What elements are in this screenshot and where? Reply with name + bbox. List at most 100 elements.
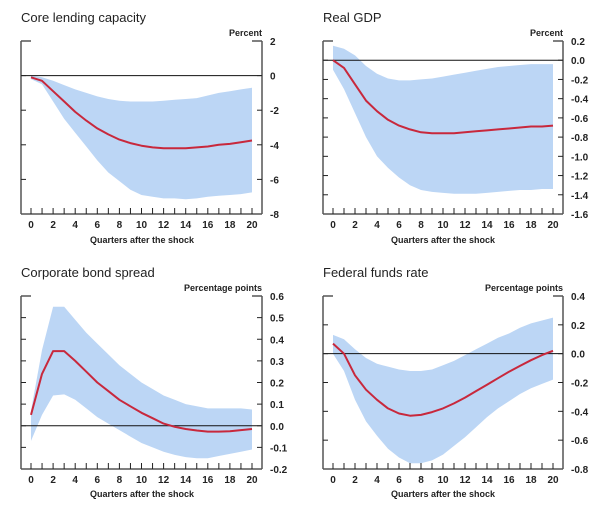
y-tick-label: 0.0 xyxy=(571,350,585,361)
confidence-band xyxy=(31,75,252,200)
y-tick-label: -1.6 xyxy=(571,210,589,221)
x-axis-label: Quarters after the shock xyxy=(90,489,195,499)
y-tick-label: -4 xyxy=(270,141,279,152)
x-tick-label: 12 xyxy=(459,475,471,486)
y-tick-label: -0.1 xyxy=(270,443,288,454)
x-tick-label: 0 xyxy=(28,475,34,486)
x-tick-label: 10 xyxy=(136,220,148,231)
y-tick-label: 0.4 xyxy=(571,292,585,303)
panel-federal-funds-rate: Federal funds rate Percentage points Qua… xyxy=(322,265,589,499)
x-tick-label: 6 xyxy=(95,220,101,231)
x-tick-label: 0 xyxy=(330,475,336,486)
x-tick-label: 2 xyxy=(50,220,56,231)
x-tick-label: 16 xyxy=(503,475,515,486)
x-tick-label: 4 xyxy=(72,475,78,486)
x-tick-label: 2 xyxy=(50,475,56,486)
x-tick-label: 8 xyxy=(117,475,123,486)
y-tick-label: 0.4 xyxy=(270,335,284,346)
x-axis-label: Quarters after the shock xyxy=(391,489,496,499)
x-tick-label: 0 xyxy=(28,220,34,231)
panel-real-gdp: Real GDP Percent Quarters after the shoc… xyxy=(322,10,589,245)
confidence-band xyxy=(31,306,252,459)
y-tick-label: -0.8 xyxy=(571,133,589,144)
x-tick-label: 18 xyxy=(525,475,537,486)
y-tick-label: 0.0 xyxy=(571,56,585,67)
x-tick-label: 8 xyxy=(418,220,424,231)
unit-label: Percentage points xyxy=(184,283,262,293)
y-tick-label: 0.3 xyxy=(270,357,284,368)
x-tick-label: 16 xyxy=(503,220,515,231)
y-tick-label: 0.0 xyxy=(270,422,284,433)
y-tick-label: -0.4 xyxy=(571,95,589,106)
x-tick-label: 14 xyxy=(180,220,192,231)
x-tick-label: 2 xyxy=(352,475,358,486)
y-tick-label: -0.8 xyxy=(571,465,589,476)
x-tick-label: 6 xyxy=(396,475,402,486)
panel-core-lending-capacity: Core lending capacity Percent Quarters a… xyxy=(20,10,279,245)
x-tick-label: 6 xyxy=(95,475,101,486)
x-tick-label: 0 xyxy=(330,220,336,231)
response-line xyxy=(30,76,253,150)
x-tick-label: 18 xyxy=(224,220,236,231)
panel-title: Federal funds rate xyxy=(323,265,429,280)
y-tick-label: 0.2 xyxy=(270,379,284,390)
y-tick-label: -1.4 xyxy=(571,191,589,202)
x-tick-label: 8 xyxy=(117,220,123,231)
x-tick-label: 10 xyxy=(437,475,449,486)
x-tick-label: 18 xyxy=(224,475,236,486)
y-tick-label: -0.2 xyxy=(270,465,288,476)
x-tick-label: 12 xyxy=(158,475,170,486)
y-tick-label: 0 xyxy=(270,72,276,83)
confidence-band xyxy=(333,45,553,194)
x-tick-label: 12 xyxy=(158,220,170,231)
x-tick-label: 12 xyxy=(459,220,471,231)
x-tick-label: 8 xyxy=(418,475,424,486)
x-tick-label: 20 xyxy=(246,220,258,231)
x-tick-label: 20 xyxy=(246,475,258,486)
y-tick-label: -0.6 xyxy=(571,114,589,125)
panel-title: Real GDP xyxy=(323,10,382,25)
x-tick-label: 14 xyxy=(481,220,493,231)
response-line xyxy=(332,59,554,135)
y-tick-label: 0.2 xyxy=(571,37,585,48)
x-tick-label: 16 xyxy=(202,220,214,231)
x-tick-label: 20 xyxy=(547,220,559,231)
panel-title: Corporate bond spread xyxy=(21,265,155,280)
y-tick-label: 0.6 xyxy=(270,292,284,303)
y-tick-label: 2 xyxy=(270,37,276,48)
response-line xyxy=(332,342,554,417)
y-tick-label: -2 xyxy=(270,106,279,117)
x-tick-label: 16 xyxy=(202,475,214,486)
y-tick-label: -0.6 xyxy=(571,436,589,447)
x-tick-label: 10 xyxy=(437,220,449,231)
y-tick-label: -0.4 xyxy=(571,407,589,418)
panel-title: Core lending capacity xyxy=(21,10,147,25)
response-line xyxy=(30,350,253,433)
x-axis-label: Quarters after the shock xyxy=(90,235,195,245)
x-tick-label: 10 xyxy=(136,475,148,486)
y-tick-label: -1.0 xyxy=(571,152,589,163)
x-tick-label: 14 xyxy=(481,475,493,486)
x-tick-label: 4 xyxy=(374,220,380,231)
x-tick-label: 4 xyxy=(72,220,78,231)
y-tick-label: -0.2 xyxy=(571,75,589,86)
y-tick-label: -1.2 xyxy=(571,172,589,183)
y-tick-label: 0.5 xyxy=(270,314,284,325)
x-tick-label: 6 xyxy=(396,220,402,231)
unit-label: Percentage points xyxy=(485,283,563,293)
y-tick-label: 0.2 xyxy=(571,321,585,332)
y-tick-label: -0.2 xyxy=(571,379,589,390)
unit-label: Percent xyxy=(530,28,563,38)
x-tick-label: 4 xyxy=(374,475,380,486)
unit-label: Percent xyxy=(229,28,262,38)
x-tick-label: 2 xyxy=(352,220,358,231)
x-tick-label: 20 xyxy=(547,475,559,486)
x-axis-label: Quarters after the shock xyxy=(391,235,496,245)
x-tick-label: 18 xyxy=(525,220,537,231)
y-tick-label: -6 xyxy=(270,175,279,186)
y-tick-label: -8 xyxy=(270,210,279,221)
y-tick-label: 0.1 xyxy=(270,400,284,411)
panel-corporate-bond-spread: Corporate bond spread Percentage points … xyxy=(20,265,288,499)
x-tick-label: 14 xyxy=(180,475,192,486)
